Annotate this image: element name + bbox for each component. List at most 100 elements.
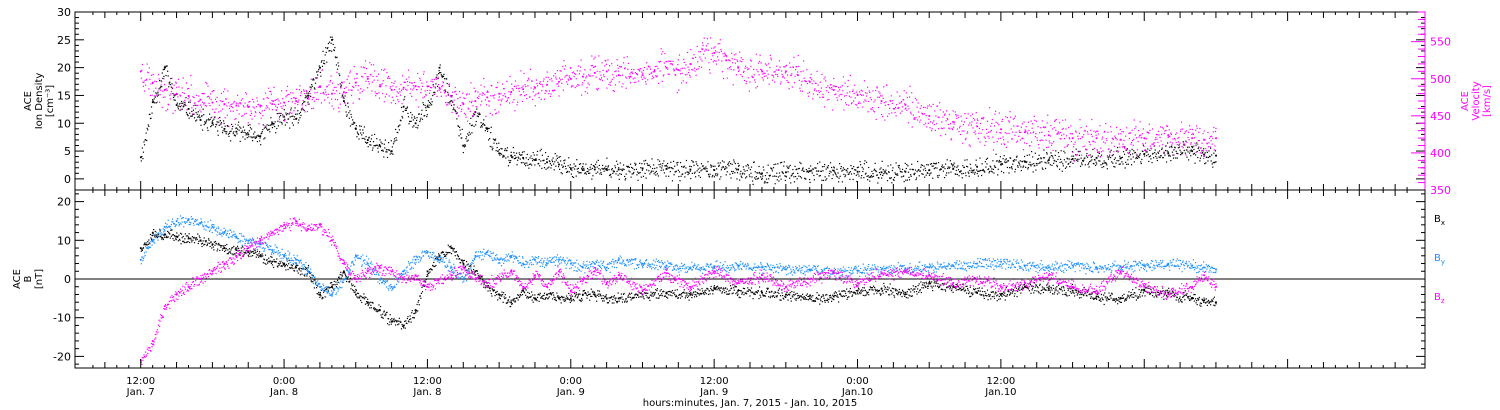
bx-sample xyxy=(359,295,361,297)
bx-sample xyxy=(181,233,183,235)
ion-density-sample xyxy=(1049,164,1052,166)
ion-density-sample xyxy=(314,82,317,84)
ion-density-sample xyxy=(941,165,943,168)
ion-density-sample xyxy=(560,160,562,162)
ion-density-sample xyxy=(801,168,804,170)
ion-density-sample xyxy=(799,176,802,178)
ion-density-sample xyxy=(197,111,199,113)
ion-density-sample xyxy=(438,73,440,75)
velocity-sample xyxy=(453,104,455,106)
bx-sample xyxy=(441,252,443,254)
ion-density-sample xyxy=(704,168,706,170)
ion-density-sample xyxy=(1054,154,1056,157)
ion-density-sample xyxy=(213,118,215,120)
velocity-sample xyxy=(275,99,277,101)
velocity-sample xyxy=(713,60,716,62)
ion-density-sample xyxy=(168,86,170,88)
velocity-sample xyxy=(536,85,539,87)
ion-density-sample xyxy=(791,173,793,175)
velocity-sample xyxy=(769,66,771,69)
ion-density-sample xyxy=(1041,161,1043,163)
ion-density-point xyxy=(737,168,740,171)
bx-sample xyxy=(375,308,377,310)
velocity-sample xyxy=(991,122,993,125)
velocity-sample xyxy=(494,109,496,111)
velocity-sample xyxy=(399,91,401,93)
bx-sample xyxy=(269,260,271,262)
ion-density-sample xyxy=(999,156,1002,158)
velocity-sample xyxy=(818,90,820,92)
velocity-sample xyxy=(953,123,955,125)
velocity-sample xyxy=(904,108,906,110)
ion-density-sample xyxy=(1043,157,1046,159)
top-left-tick-label: 20 xyxy=(57,62,71,75)
ion-density-point xyxy=(605,168,608,170)
ion-density-sample xyxy=(1171,151,1174,153)
velocity-sample xyxy=(707,49,710,51)
bx-sample xyxy=(273,259,275,261)
velocity-sample xyxy=(853,92,855,95)
velocity-point xyxy=(1167,134,1170,137)
ion-density-sample xyxy=(907,171,910,173)
velocity-sample xyxy=(993,141,995,144)
bx-sample xyxy=(420,292,423,294)
velocity-sample xyxy=(880,113,883,116)
ion-density-sample xyxy=(538,158,540,161)
velocity-sample xyxy=(1056,133,1058,135)
velocity-sample xyxy=(810,77,812,79)
velocity-sample xyxy=(568,79,570,81)
velocity-sample xyxy=(228,125,230,127)
velocity-sample xyxy=(1154,138,1156,141)
velocity-sample xyxy=(617,67,619,69)
ion-density-sample xyxy=(481,126,483,128)
ion-density-sample xyxy=(397,126,399,128)
bx-sample xyxy=(493,289,496,291)
ion-density-sample xyxy=(229,140,232,142)
bx-sample xyxy=(339,273,341,276)
velocity-sample xyxy=(146,63,148,65)
ion-density-sample xyxy=(753,161,755,163)
velocity-sample xyxy=(660,60,662,62)
velocity-sample xyxy=(433,78,435,81)
velocity-sample xyxy=(329,81,331,83)
bx-sample xyxy=(185,235,188,237)
velocity-sample xyxy=(987,131,990,133)
velocity-sample xyxy=(1128,132,1130,134)
velocity-point xyxy=(247,106,250,108)
ion-density-sample xyxy=(394,128,397,131)
ion-density-point xyxy=(199,119,202,121)
ion-density-sample xyxy=(715,173,717,175)
ion-density-sample xyxy=(188,117,190,119)
velocity-sample xyxy=(997,122,999,124)
ion-density-point xyxy=(1119,157,1122,160)
bx-sample xyxy=(490,287,492,289)
velocity-sample xyxy=(377,79,379,81)
ion-density-sample xyxy=(381,142,383,145)
velocity-point xyxy=(737,66,740,69)
ion-density-sample xyxy=(885,169,887,171)
velocity-sample xyxy=(600,74,602,76)
ion-density-sample xyxy=(279,121,281,123)
top-right-tick-label: 500 xyxy=(1430,73,1451,86)
ion-density-sample xyxy=(890,164,892,166)
ion-density-sample xyxy=(948,167,950,169)
bx-sample xyxy=(418,304,420,306)
ion-density-sample xyxy=(1048,157,1050,159)
velocity-sample xyxy=(410,88,412,90)
velocity-sample xyxy=(249,114,252,116)
velocity-sample xyxy=(828,98,830,101)
velocity-sample xyxy=(848,104,850,106)
ion-density-sample xyxy=(1085,155,1088,157)
velocity-sample xyxy=(703,37,705,39)
ion-density-sample xyxy=(442,75,444,77)
ion-density-sample xyxy=(620,168,622,170)
ion-density-sample xyxy=(271,121,273,123)
ion-density-point xyxy=(593,168,596,171)
velocity-sample xyxy=(1036,139,1039,141)
velocity-sample xyxy=(346,78,348,80)
ion-density-sample xyxy=(1106,168,1108,170)
bx-sample xyxy=(370,304,372,306)
velocity-sample xyxy=(1060,131,1062,134)
ion-density-sample xyxy=(665,164,668,166)
bx-sample xyxy=(271,264,274,266)
